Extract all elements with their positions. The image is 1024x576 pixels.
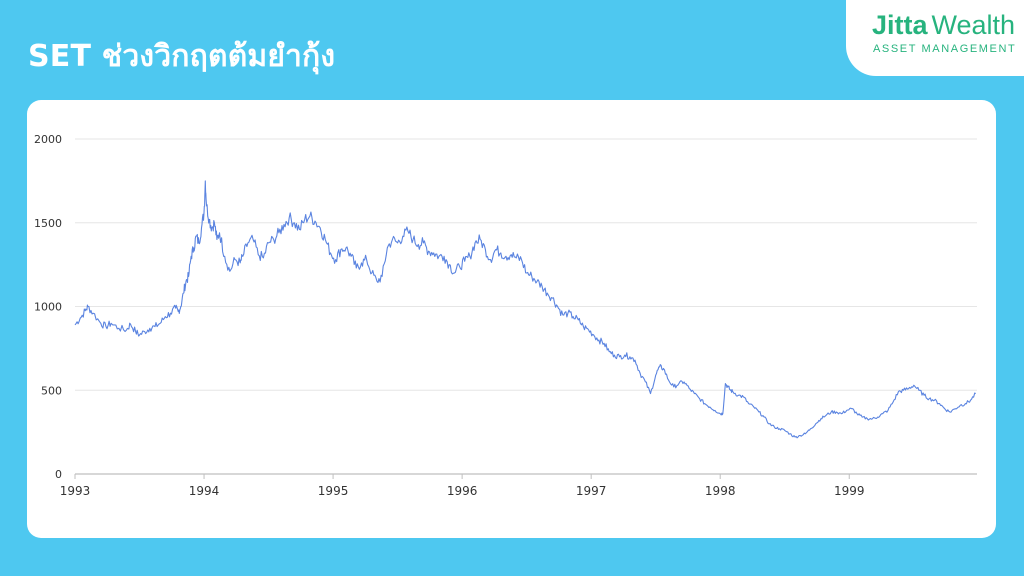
brand-logo: Jitta Wealth ASSET MANAGEMENT	[846, 0, 1024, 76]
y-tick-label: 1500	[34, 217, 62, 230]
x-tick-label: 1997	[576, 484, 607, 498]
x-axis-ticks: 1993 1994 1995 1996 1997 1998 1999	[60, 474, 865, 498]
x-tick-label: 1995	[318, 484, 349, 498]
chart-card: 0 500 1000 1500 2000 1993 1994 1995 1996 1997 199…	[27, 100, 996, 538]
y-tick-label: 500	[41, 384, 62, 397]
logo-wordmark: Jitta Wealth	[872, 8, 1015, 42]
logo-product-text: Wealth	[931, 10, 1016, 40]
y-tick-label: 2000	[34, 133, 62, 146]
x-tick-label: 1999	[834, 484, 865, 498]
y-axis-ticks: 0 500 1000 1500 2000	[34, 133, 62, 481]
logo-subtitle: ASSET MANAGEMENT	[873, 43, 1017, 55]
y-tick-label: 0	[55, 468, 62, 481]
page-title: SET ช่วงวิกฤตต้มยำกุ้ง	[28, 39, 336, 74]
x-tick-label: 1993	[60, 484, 91, 498]
x-tick-label: 1996	[447, 484, 478, 498]
x-tick-label: 1998	[705, 484, 736, 498]
grid-lines	[75, 138, 977, 391]
x-tick-label: 1994	[189, 484, 220, 498]
logo-brand-text: Jitta	[872, 10, 928, 40]
y-tick-label: 1000	[34, 301, 62, 314]
series-line-set-index	[74, 180, 976, 439]
